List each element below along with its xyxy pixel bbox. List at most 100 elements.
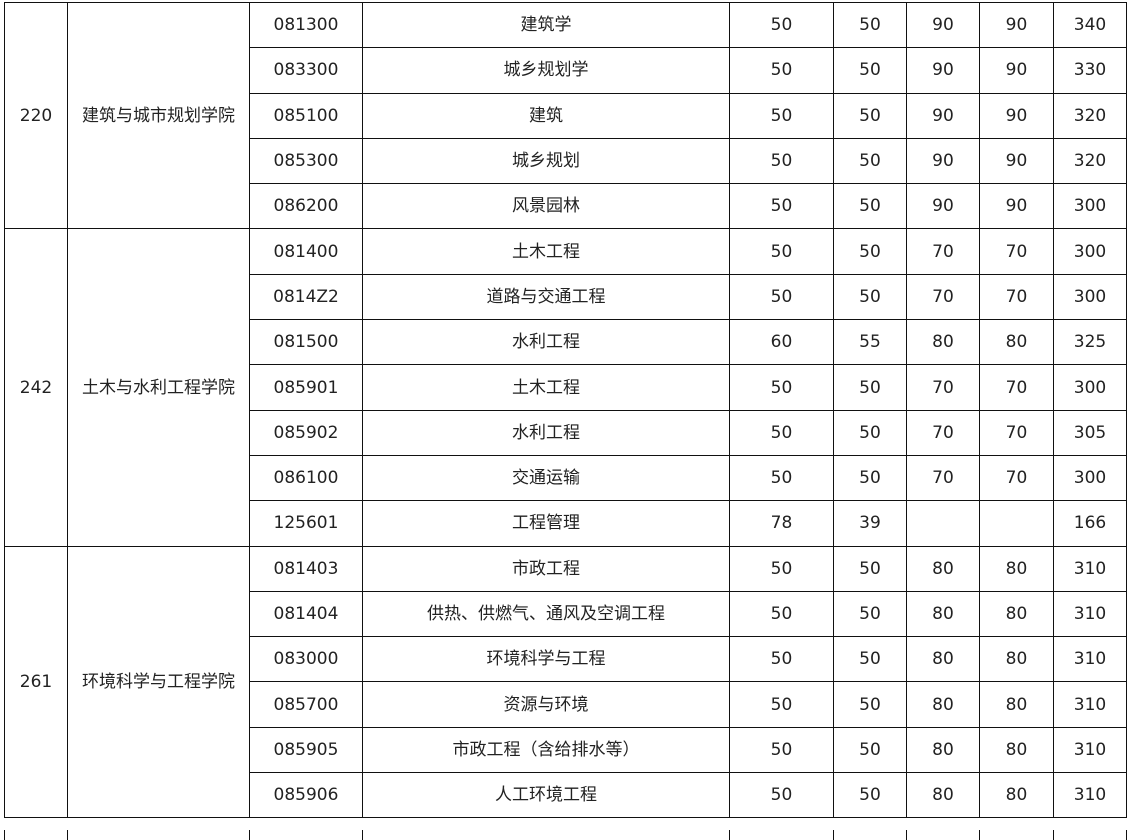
major-name: 土木工程 xyxy=(362,228,730,275)
score-language: 39 xyxy=(833,500,907,547)
score-politics: 50 xyxy=(729,726,834,774)
score-subject1: 80 xyxy=(906,772,980,819)
table-row: 085905 市政工程（含给排水等） 50 50 80 80 310 xyxy=(5,726,1127,774)
score-total: 305 xyxy=(1053,409,1127,456)
score-politics: 50 xyxy=(729,228,834,275)
score-subject2: 70 xyxy=(979,454,1054,502)
score-subject1: 70 xyxy=(906,273,980,321)
college-name: 环境科学与工程学院 xyxy=(67,545,250,819)
major-name: 城乡规划 xyxy=(362,137,730,185)
major-name: 风景园林 xyxy=(362,183,730,230)
score-total: 300 xyxy=(1053,183,1127,230)
score-language: 50 xyxy=(833,183,907,230)
score-subject2: 80 xyxy=(979,772,1054,819)
score-subject1: 80 xyxy=(906,545,980,592)
score-total: 340 xyxy=(1053,1,1127,49)
table-row: 242 土木与水利工程学院 081400 土木工程 50 50 70 70 300 xyxy=(4,228,1127,547)
table-row: 085902 水利工程 50 50 70 70 305 xyxy=(5,409,1127,456)
table-row: 220 建筑与城市规划学院 081300 建筑学 50 50 90 90 340 xyxy=(4,1,1127,230)
score-total: 320 xyxy=(1053,137,1127,185)
major-name: 城乡规划学 xyxy=(362,47,730,94)
score-subject1: 70 xyxy=(906,228,980,275)
score-total: 310 xyxy=(1053,590,1127,638)
score-total: 300 xyxy=(1053,228,1127,275)
score-subject2: 70 xyxy=(979,228,1054,275)
score-politics: 50 xyxy=(729,1,834,49)
score-subject2: 80 xyxy=(979,726,1054,774)
major-code: 085300 xyxy=(249,137,363,185)
college-code: 220 xyxy=(4,1,68,230)
table-row: 083000 环境科学与工程 50 50 80 80 310 xyxy=(5,636,1127,683)
major-code: 125601 xyxy=(249,500,363,547)
score-subject2: 90 xyxy=(979,183,1054,230)
table-row: 081404 供热、供燃气、通风及空调工程 50 50 80 80 310 xyxy=(5,590,1127,638)
score-subject2: 80 xyxy=(979,545,1054,592)
score-total: 310 xyxy=(1053,545,1127,592)
score-subject1: 70 xyxy=(906,454,980,502)
score-subject2: 90 xyxy=(979,47,1054,94)
major-name: 建筑学 xyxy=(362,1,730,49)
score-table: 220 建筑与城市规划学院 081300 建筑学 50 50 90 90 340 083300 城乡… xyxy=(4,1,1127,819)
score-total: 300 xyxy=(1053,273,1127,321)
score-subject2: 90 xyxy=(979,92,1054,139)
score-total: 300 xyxy=(1053,364,1127,411)
score-language: 50 xyxy=(833,590,907,638)
score-politics: 60 xyxy=(729,319,834,366)
score-subject1 xyxy=(906,500,980,547)
major-code: 085901 xyxy=(249,364,363,411)
score-subject1: 90 xyxy=(906,92,980,139)
score-subject1: 70 xyxy=(906,409,980,456)
score-subject2: 80 xyxy=(979,590,1054,638)
score-language: 50 xyxy=(833,726,907,774)
score-politics: 50 xyxy=(729,364,834,411)
score-politics: 50 xyxy=(729,545,834,592)
score-subject2: 80 xyxy=(979,636,1054,683)
score-total: 310 xyxy=(1053,772,1127,819)
major-name: 建筑 xyxy=(362,92,730,139)
score-politics: 50 xyxy=(729,681,834,728)
major-name: 交通运输 xyxy=(362,454,730,502)
college-code: 261 xyxy=(4,545,68,819)
score-subject1: 90 xyxy=(906,47,980,94)
college-name: 土木与水利工程学院 xyxy=(67,228,250,547)
table-row: 085100 建筑 50 50 90 90 320 xyxy=(5,92,1127,139)
score-subject1: 80 xyxy=(906,726,980,774)
table-row: 085906 人工环境工程 50 50 80 80 310 xyxy=(5,772,1127,819)
score-subject2: 80 xyxy=(979,319,1054,366)
score-total: 325 xyxy=(1053,319,1127,366)
major-name: 土木工程 xyxy=(362,364,730,411)
score-subject1: 90 xyxy=(906,1,980,49)
score-subject1: 90 xyxy=(906,137,980,185)
major-code: 085100 xyxy=(249,92,363,139)
major-code: 085902 xyxy=(249,409,363,456)
major-code: 086200 xyxy=(249,183,363,230)
table-row: 0814Z2 道路与交通工程 50 50 70 70 300 xyxy=(5,273,1127,321)
major-name: 市政工程 xyxy=(362,545,730,592)
score-subject1: 80 xyxy=(906,681,980,728)
score-politics: 50 xyxy=(729,183,834,230)
major-code: 083000 xyxy=(249,636,363,683)
major-name: 人工环境工程 xyxy=(362,772,730,819)
table-row: 125601 工程管理 78 39 166 xyxy=(5,500,1127,547)
score-subject1: 80 xyxy=(906,590,980,638)
score-subject2: 70 xyxy=(979,409,1054,456)
major-code: 083300 xyxy=(249,47,363,94)
table-row: 083300 城乡规划学 50 50 90 90 330 xyxy=(5,47,1127,94)
score-language: 50 xyxy=(833,545,907,592)
major-name: 资源与环境 xyxy=(362,681,730,728)
score-subject1: 70 xyxy=(906,364,980,411)
score-subject2 xyxy=(979,500,1054,547)
score-subject2: 70 xyxy=(979,364,1054,411)
score-language: 50 xyxy=(833,454,907,502)
major-name: 工程管理 xyxy=(362,500,730,547)
major-name: 环境科学与工程 xyxy=(362,636,730,683)
score-total: 320 xyxy=(1053,92,1127,139)
major-name: 道路与交通工程 xyxy=(362,273,730,321)
score-subject1: 80 xyxy=(906,319,980,366)
major-name: 市政工程（含给排水等） xyxy=(362,726,730,774)
major-code: 085700 xyxy=(249,681,363,728)
major-code: 085906 xyxy=(249,772,363,819)
score-total: 330 xyxy=(1053,47,1127,94)
major-name: 水利工程 xyxy=(362,409,730,456)
college-code: 242 xyxy=(4,228,68,547)
